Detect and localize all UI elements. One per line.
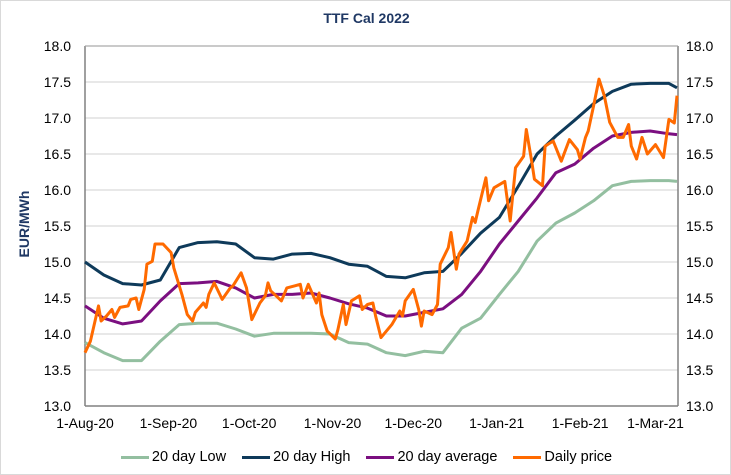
legend: 20 day Low 20 day High 20 day average Daily…	[1, 449, 730, 465]
secondary-y-tick-label: 17.5	[686, 74, 713, 90]
y-tick-label: 15.5	[44, 218, 71, 234]
legend-item: 20 day average	[366, 449, 497, 465]
x-tick-label: 1-Aug-20	[56, 415, 114, 431]
secondary-y-tick-label: 15.0	[686, 254, 713, 270]
x-tick-label: 1-Mar-21	[627, 415, 684, 431]
chart-title: TTF Cal 2022	[323, 10, 410, 26]
x-tick-label: 1-Dec-20	[384, 415, 442, 431]
x-tick-label: 1-Nov-20	[304, 415, 362, 431]
x-tick-label: 1-Oct-20	[222, 415, 277, 431]
secondary-y-tick-label: 14.0	[686, 326, 713, 342]
secondary-y-tick-label: 15.5	[686, 218, 713, 234]
series-line-daily-price	[83, 77, 679, 354]
legend-item: 20 day Low	[120, 449, 227, 465]
y-tick-label: 13.0	[44, 398, 71, 414]
secondary-y-tick-label: 18.0	[686, 38, 713, 54]
y-tick-label: 18.0	[44, 38, 71, 54]
legend-swatch	[242, 455, 271, 459]
series-line-20-day-average	[84, 129, 678, 326]
y-tick-label: 17.5	[44, 74, 71, 90]
legend-label: 20 day Low	[151, 449, 227, 465]
secondary-y-tick-label: 16.5	[686, 146, 713, 162]
legend-label: 20 day High	[273, 449, 351, 465]
y-tick-label: 13.5	[44, 362, 71, 378]
y-tick-label: 16.5	[44, 146, 71, 162]
y-tick-label: 16.0	[44, 182, 71, 198]
secondary-y-tick-label: 16.0	[686, 182, 713, 198]
y-tick-label: 14.5	[44, 290, 71, 306]
legend-label: 20 day average	[397, 449, 498, 465]
legend-item: 20 day High	[242, 449, 350, 465]
legend-item: Daily price	[513, 449, 612, 465]
y-tick-label: 15.0	[44, 254, 71, 270]
legend-swatch	[120, 455, 149, 459]
legend-label: Daily price	[544, 449, 613, 465]
y-tick-label: 14.0	[44, 326, 71, 342]
x-tick-label: 1-Sep-20	[140, 415, 198, 431]
secondary-y-tick-label: 13.0	[686, 398, 713, 414]
x-tick-label: 1-Feb-21	[552, 415, 609, 431]
legend-swatch	[513, 455, 542, 459]
secondary-y-tick-label: 13.5	[686, 362, 713, 378]
legend-swatch	[366, 455, 395, 459]
secondary-y-tick-label: 17.0	[686, 110, 713, 126]
series-line-20-day-low	[84, 179, 678, 363]
secondary-y-tick-label: 14.5	[686, 290, 713, 306]
series-line-20-day-high	[84, 81, 678, 287]
y-tick-label: 17.0	[44, 110, 71, 126]
x-tick-label: 1-Jan-21	[469, 415, 524, 431]
